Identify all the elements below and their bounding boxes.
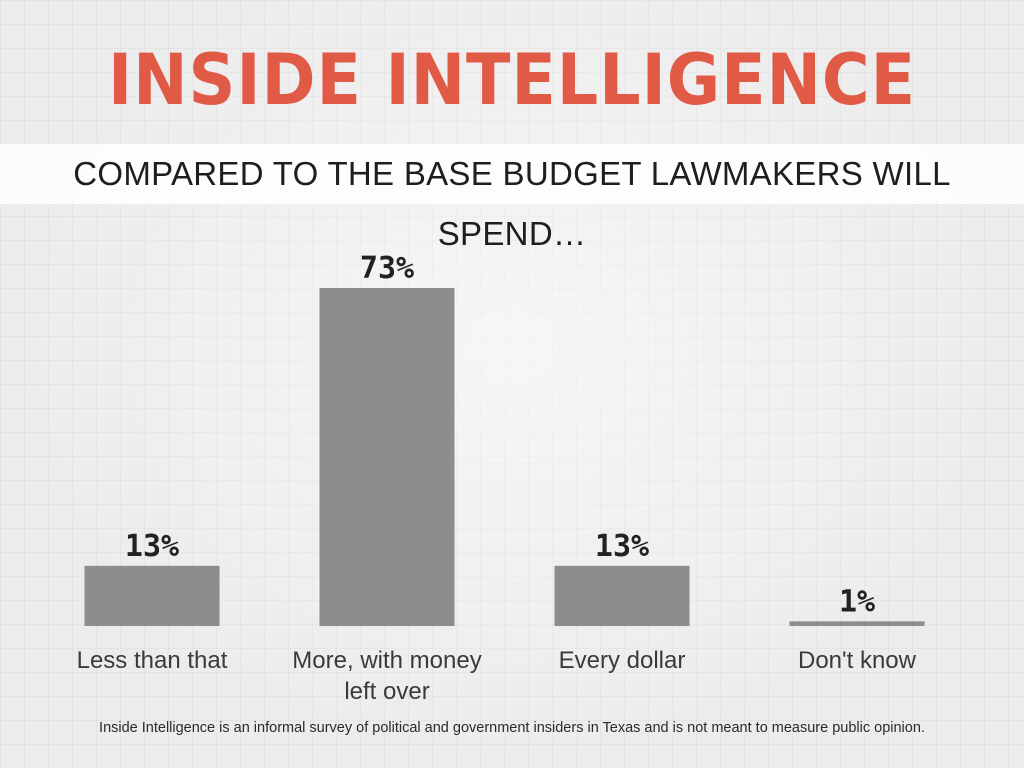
bar [84,565,220,626]
category-label: left over [344,678,429,705]
bar [789,621,925,626]
bar [319,288,455,626]
subtitle-band: COMPARED TO THE BASE BUDGET LAWMAKERS WI… [0,144,1024,252]
category-label: Don't know [798,647,917,674]
bar-value-label: 13% [595,529,649,564]
category-label: Every dollar [559,647,686,674]
bar-value-label: 1% [839,584,875,619]
page-title: INSIDE INTELLIGENCE [107,39,917,121]
bar-value-label: 73% [360,251,414,286]
bar-value-label: 13% [125,529,179,564]
category-label: Less than that [77,647,228,674]
chart-subtitle: COMPARED TO THE BASE BUDGET LAWMAKERS WI… [73,155,951,252]
bar [554,565,690,626]
category-label: More, with money [292,647,481,674]
footnote: Inside Intelligence is an informal surve… [99,720,925,736]
